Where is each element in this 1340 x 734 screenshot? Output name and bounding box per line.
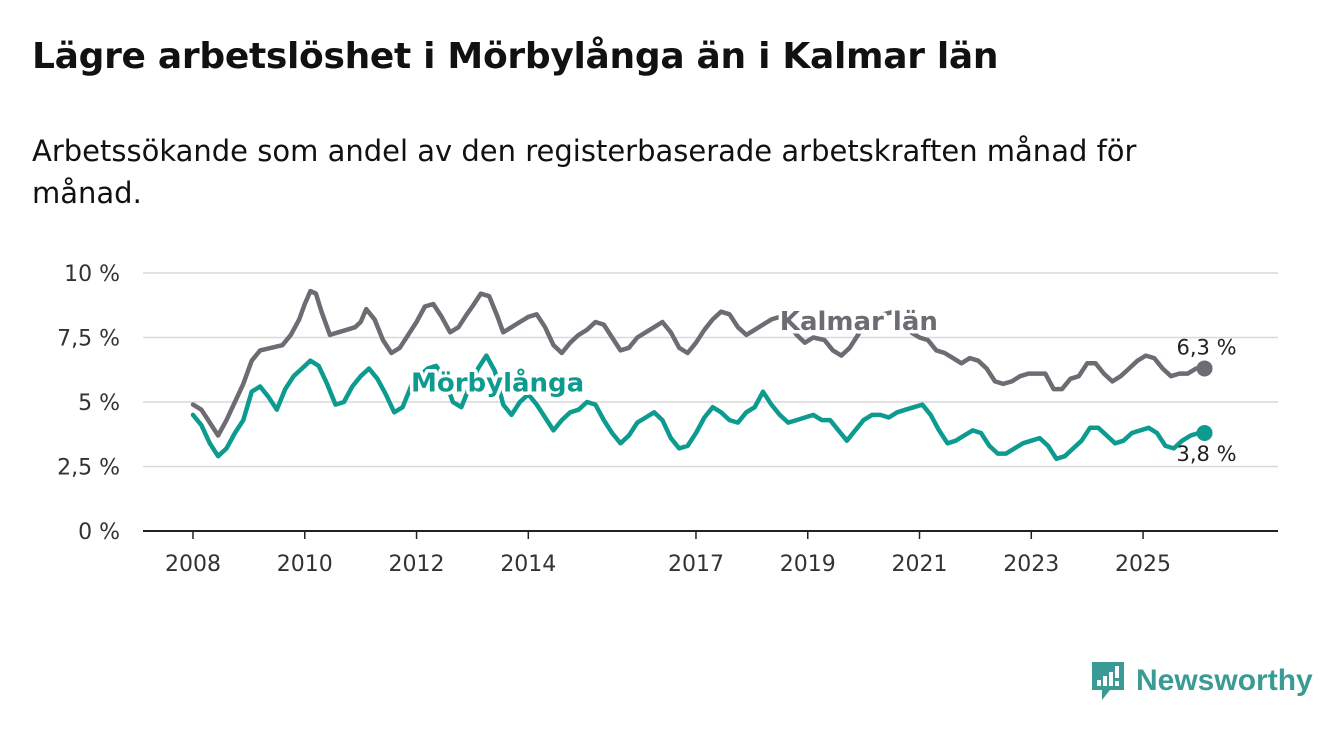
brand-name: Newsworthy [1136, 664, 1313, 697]
x-tick-label: 2023 [1003, 552, 1059, 577]
end-value-label: 3,8 % [1177, 442, 1237, 466]
x-tick-label: 2014 [500, 552, 556, 577]
end-value-label: 6,3 % [1177, 335, 1237, 359]
y-tick-label: 10 % [64, 262, 120, 287]
x-tick-label: 2025 [1115, 552, 1171, 577]
series-end-point [1196, 360, 1213, 377]
series-line-kalmar-l-n [190, 288, 1207, 438]
x-tick-label: 2010 [277, 552, 333, 577]
annotations: 6,3 % 3,8 % Kalmar län Mörbylånga [407, 303, 1237, 466]
x-tick-label: 2008 [165, 552, 221, 577]
y-tick-label: 0 % [78, 520, 120, 545]
y-tick-label: 7,5 % [57, 327, 120, 352]
series-end-point [1196, 424, 1213, 441]
series-label: Kalmar län [780, 307, 938, 337]
chart-title: Lägre arbetslöshet i Mörbylånga än i Kal… [32, 36, 999, 77]
y-tick-label: 2,5 % [57, 456, 120, 481]
y-tick-label: 5 % [78, 391, 120, 416]
x-tick-label: 2012 [389, 552, 445, 577]
brand-logo: Newsworthy [1090, 660, 1313, 702]
newsworthy-logo-icon [1092, 662, 1124, 700]
series-label: Mörbylånga [411, 367, 584, 399]
x-tick-label: 2019 [780, 552, 836, 577]
x-tick-label: 2021 [892, 552, 948, 577]
axes: 0 % 2,5 % 5 % 7,5 % 10 % 2008 2010 2012 2014 2017… [57, 262, 1278, 577]
series-lines [190, 288, 1213, 462]
x-tick-label: 2017 [668, 552, 724, 577]
series-line-m-rbyl-nga [190, 353, 1207, 462]
chart-subtitle: Arbetssökande som andel av den registerb… [32, 134, 1137, 211]
